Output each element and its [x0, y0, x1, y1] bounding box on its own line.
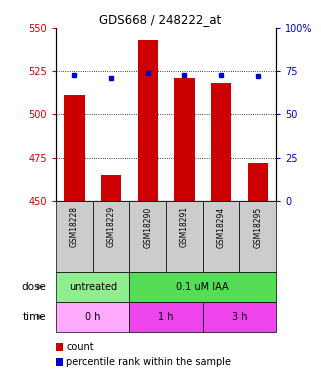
Bar: [248, 163, 268, 201]
Text: time: time: [23, 312, 47, 322]
Bar: [65, 95, 84, 201]
Bar: [203, 302, 276, 332]
Text: GDS668 / 248222_at: GDS668 / 248222_at: [100, 13, 221, 26]
Text: dose: dose: [22, 282, 47, 292]
Text: GSM18228: GSM18228: [70, 206, 79, 248]
Bar: [129, 272, 276, 302]
Bar: [211, 83, 231, 201]
Text: GSM18290: GSM18290: [143, 206, 152, 248]
Text: GSM18295: GSM18295: [253, 206, 262, 248]
Text: GSM18229: GSM18229: [107, 206, 116, 248]
Bar: [174, 78, 195, 201]
Text: 1 h: 1 h: [158, 312, 174, 322]
Text: untreated: untreated: [69, 282, 117, 292]
Text: count: count: [66, 342, 94, 352]
Text: 0 h: 0 h: [85, 312, 100, 322]
Bar: [239, 201, 276, 272]
Bar: [129, 201, 166, 272]
Text: percentile rank within the sample: percentile rank within the sample: [66, 357, 231, 367]
Bar: [101, 175, 121, 201]
Bar: [166, 201, 203, 272]
Bar: [129, 302, 203, 332]
Bar: [56, 201, 93, 272]
Text: GSM18294: GSM18294: [217, 206, 226, 248]
Bar: [93, 201, 129, 272]
Bar: [203, 201, 239, 272]
Text: GSM18291: GSM18291: [180, 206, 189, 248]
Bar: [56, 272, 129, 302]
Bar: [138, 40, 158, 201]
Text: 0.1 uM IAA: 0.1 uM IAA: [177, 282, 229, 292]
Bar: [56, 302, 129, 332]
Text: 3 h: 3 h: [232, 312, 247, 322]
